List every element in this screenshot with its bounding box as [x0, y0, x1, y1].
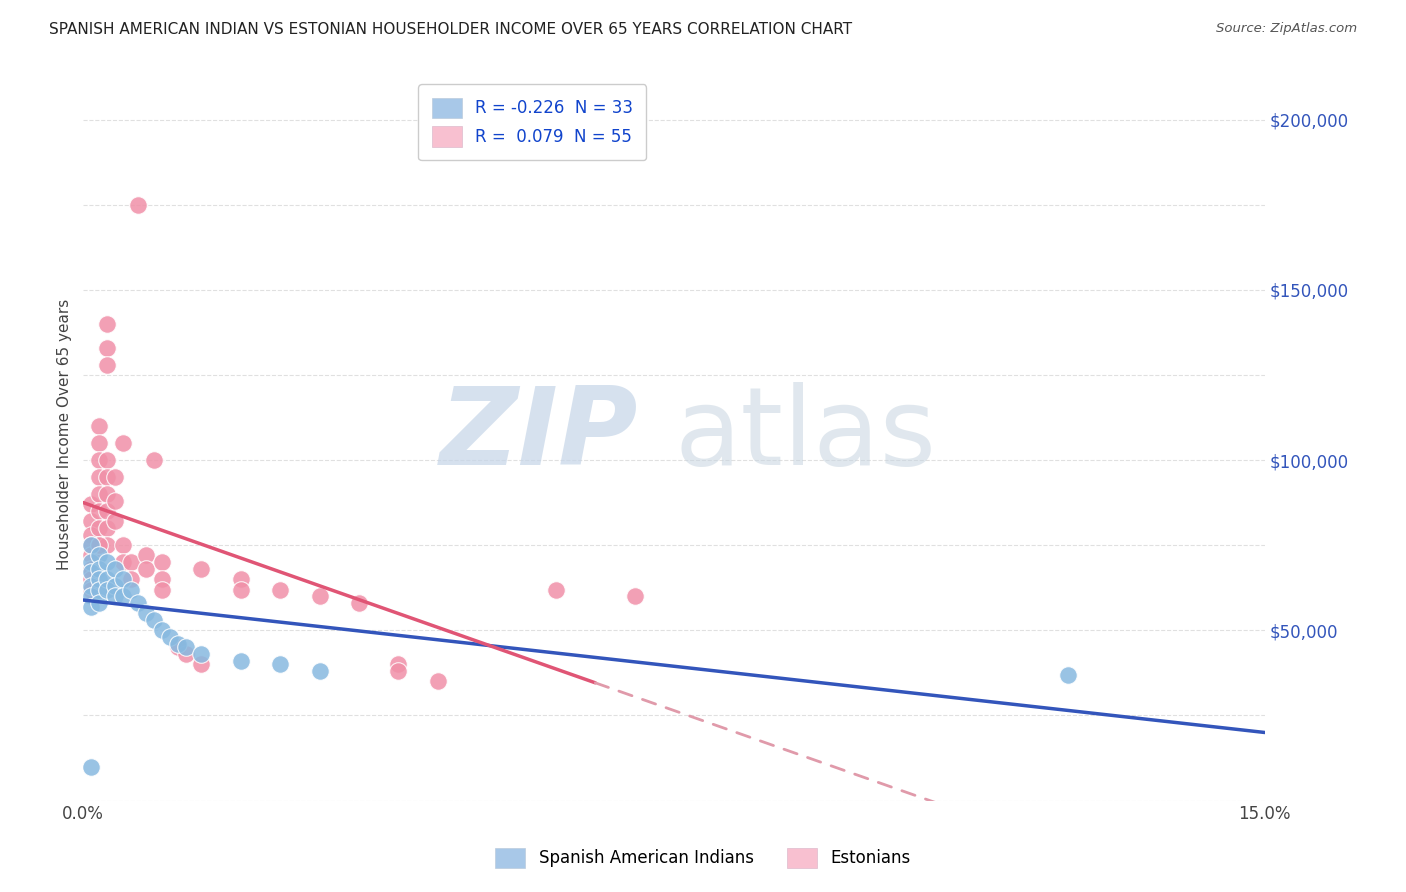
Point: [87, 419, 110, 434]
Point: [80, 528, 103, 542]
Point: [80, 579, 103, 593]
Point: [623, 590, 645, 604]
Point: [87, 504, 110, 518]
Point: [87, 562, 110, 576]
Point: [135, 549, 157, 563]
Point: [87, 470, 110, 484]
Text: atlas: atlas: [673, 382, 936, 488]
Point: [150, 555, 173, 569]
Point: [150, 572, 173, 586]
Point: [80, 599, 103, 614]
Point: [96, 317, 118, 331]
Point: [80, 555, 103, 569]
Y-axis label: Householder Income Over 65 years: Householder Income Over 65 years: [58, 299, 72, 570]
Text: SPANISH AMERICAN INDIAN VS ESTONIAN HOUSEHOLDER INCOME OVER 65 YEARS CORRELATION: SPANISH AMERICAN INDIAN VS ESTONIAN HOUS…: [49, 22, 852, 37]
Point: [426, 674, 449, 689]
Point: [87, 436, 110, 450]
Point: [166, 637, 188, 651]
Point: [229, 654, 252, 668]
Point: [96, 487, 118, 501]
Point: [87, 572, 110, 586]
Point: [308, 664, 330, 678]
Point: [87, 521, 110, 535]
Point: [96, 538, 118, 552]
Point: [143, 453, 166, 467]
Point: [87, 538, 110, 552]
Point: [96, 453, 118, 467]
Point: [80, 562, 103, 576]
Point: [135, 562, 157, 576]
Text: ZIP: ZIP: [440, 382, 638, 488]
Point: [96, 341, 118, 355]
Point: [104, 470, 127, 484]
Point: [80, 566, 103, 580]
Point: [87, 596, 110, 610]
Point: [387, 657, 409, 672]
Point: [127, 596, 149, 610]
Point: [96, 582, 118, 597]
Point: [174, 640, 197, 655]
Point: [387, 664, 409, 678]
Point: [80, 549, 103, 563]
Point: [347, 596, 370, 610]
Point: [120, 572, 142, 586]
Point: [80, 759, 103, 773]
Point: [96, 521, 118, 535]
Legend: Spanish American Indians, Estonians: Spanish American Indians, Estonians: [489, 841, 917, 875]
Text: Source: ZipAtlas.com: Source: ZipAtlas.com: [1216, 22, 1357, 36]
Point: [80, 538, 103, 552]
Point: [80, 515, 103, 529]
Point: [96, 572, 118, 586]
Point: [96, 504, 118, 518]
Point: [143, 613, 166, 627]
Point: [80, 582, 103, 597]
Point: [544, 582, 567, 597]
Point: [104, 579, 127, 593]
Point: [229, 572, 252, 586]
Point: [111, 590, 134, 604]
Point: [111, 572, 134, 586]
Point: [111, 436, 134, 450]
Point: [229, 582, 252, 597]
Point: [111, 555, 134, 569]
Point: [87, 453, 110, 467]
Point: [96, 470, 118, 484]
Point: [80, 497, 103, 511]
Point: [80, 572, 103, 586]
Point: [80, 590, 103, 604]
Point: [87, 487, 110, 501]
Point: [150, 582, 173, 597]
Point: [166, 640, 188, 655]
Point: [159, 630, 181, 644]
Point: [87, 538, 110, 552]
Point: [120, 555, 142, 569]
Point: [120, 582, 142, 597]
Point: [269, 582, 291, 597]
Point: [104, 562, 127, 576]
Point: [174, 647, 197, 661]
Point: [269, 657, 291, 672]
Point: [87, 549, 110, 563]
Point: [104, 590, 127, 604]
Legend: R = -0.226  N = 33, R =  0.079  N = 55: R = -0.226 N = 33, R = 0.079 N = 55: [418, 84, 647, 160]
Point: [190, 562, 212, 576]
Point: [127, 198, 149, 212]
Point: [104, 494, 127, 508]
Point: [135, 607, 157, 621]
Point: [80, 538, 103, 552]
Point: [104, 515, 127, 529]
Point: [308, 590, 330, 604]
Point: [190, 647, 212, 661]
Point: [111, 538, 134, 552]
Point: [150, 624, 173, 638]
Point: [96, 358, 118, 372]
Point: [190, 657, 212, 672]
Point: [87, 582, 110, 597]
Point: [96, 555, 118, 569]
Point: [1057, 667, 1080, 681]
